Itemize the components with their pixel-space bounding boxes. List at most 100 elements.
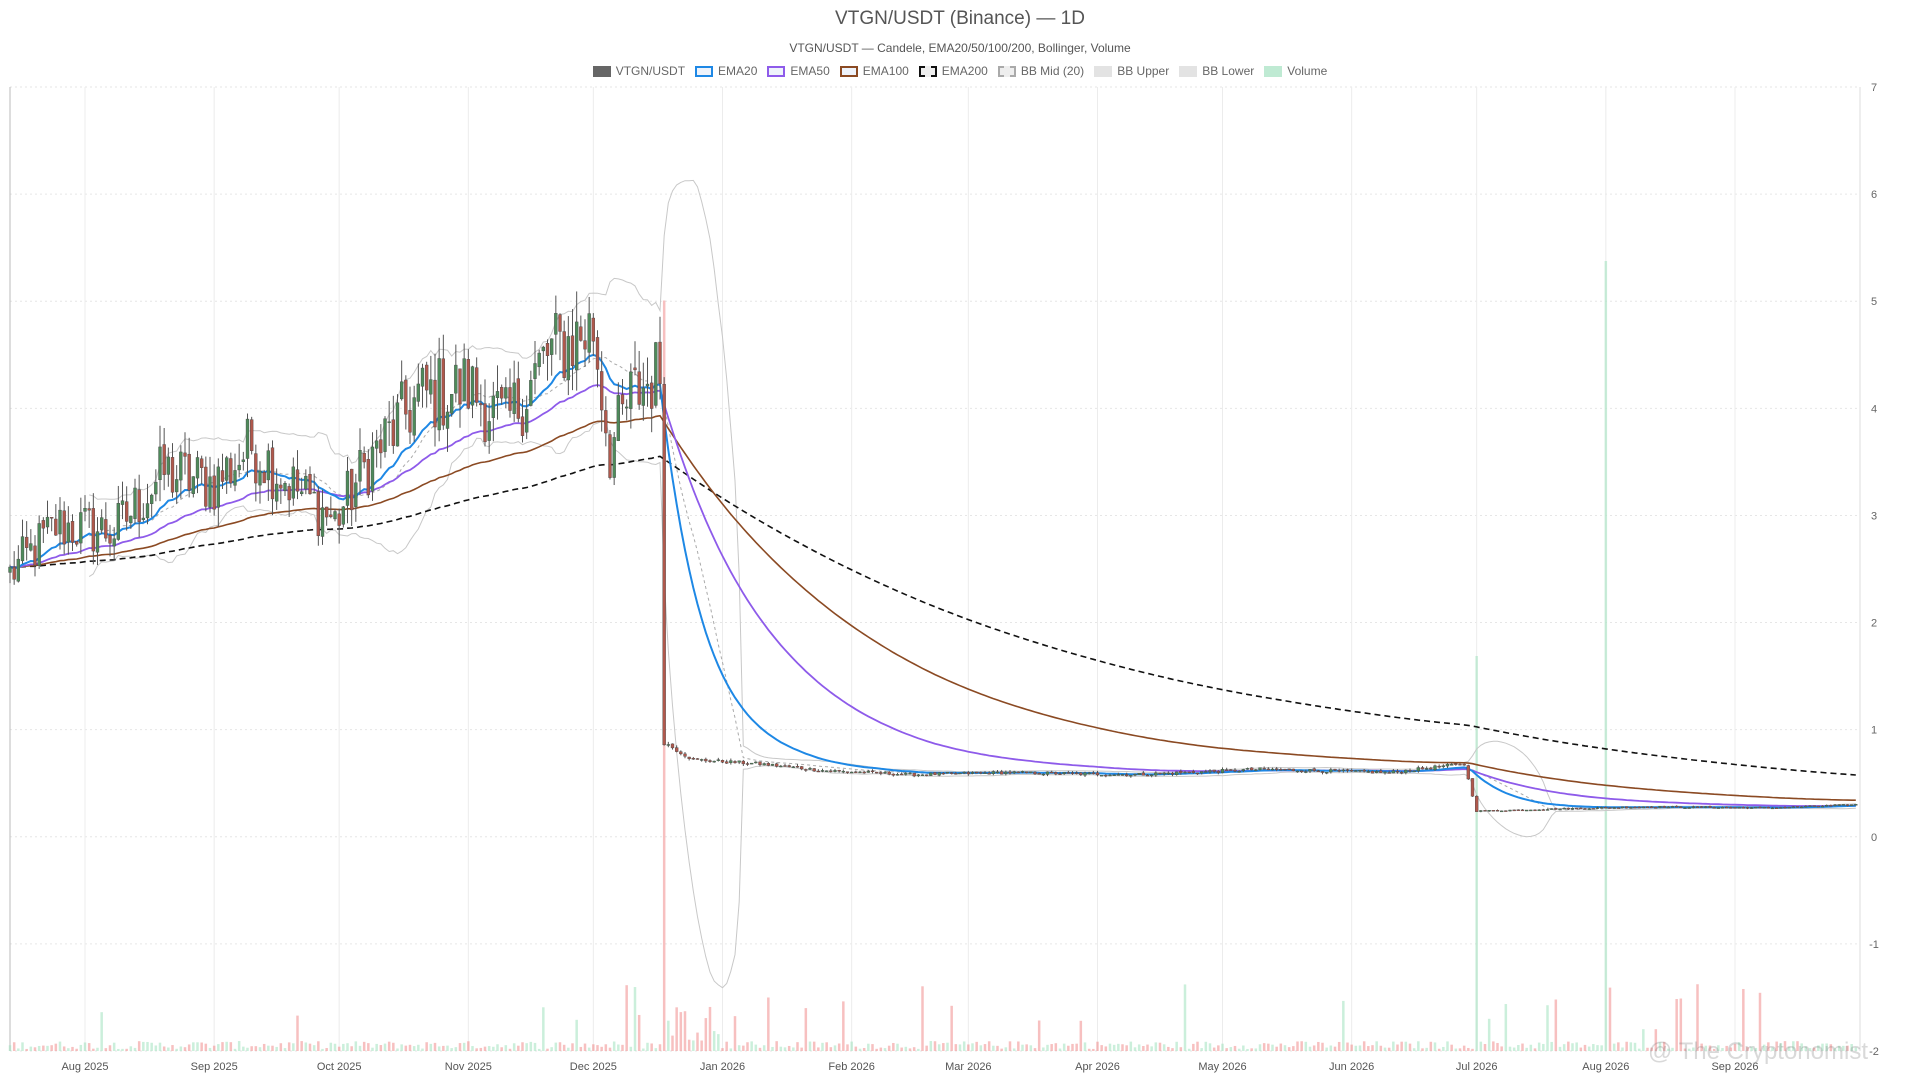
volume-bar	[267, 1045, 270, 1051]
watermark: @ The Cryptonomist	[1648, 1038, 1868, 1065]
volume-bar	[237, 1041, 241, 1051]
candle-body	[1016, 771, 1020, 774]
candle-body	[1154, 772, 1158, 776]
candle-body	[1112, 774, 1116, 776]
volume-bar	[1208, 1043, 1212, 1051]
candle-body	[1312, 768, 1316, 771]
volume-bar	[950, 1005, 953, 1051]
volume-bar	[1600, 1045, 1603, 1051]
candle-body	[462, 358, 466, 402]
candle-body	[708, 760, 712, 762]
volume-bar	[1800, 1043, 1803, 1051]
candle-body	[195, 457, 200, 479]
volume-bar	[1821, 1043, 1824, 1051]
volume-bar	[383, 1043, 387, 1051]
candle-body	[1220, 769, 1225, 773]
candle-body	[358, 450, 362, 482]
legend-label: EMA200	[941, 64, 988, 78]
candle-body	[812, 768, 816, 772]
candle-body	[262, 472, 266, 484]
candle-body	[787, 765, 791, 768]
candle-body	[1070, 772, 1075, 774]
volume-bar	[1617, 1042, 1620, 1051]
volume-bar	[537, 1048, 541, 1051]
legend-item-bb-lower[interactable]: BB Lower	[1179, 64, 1254, 78]
legend-item-bb-upper[interactable]: BB Upper	[1094, 64, 1169, 78]
candle-body	[1775, 807, 1779, 809]
volume-bar	[650, 1043, 653, 1051]
volume-bar	[471, 1046, 474, 1051]
candle-body	[1750, 807, 1754, 809]
candle-body	[1812, 805, 1816, 807]
candle-body	[45, 516, 50, 528]
candle-body	[1041, 773, 1045, 776]
candle-body	[566, 336, 570, 381]
legend-item-vtgn-usdt[interactable]: VTGN/USDT	[592, 64, 685, 78]
volume-bar	[233, 1048, 237, 1051]
volume-bar	[996, 1045, 999, 1051]
volume-bar	[354, 1041, 358, 1051]
candle-body	[991, 771, 995, 774]
legend-item-ema20[interactable]: EMA20	[695, 64, 757, 78]
volume-bar	[1583, 1044, 1587, 1051]
candle-body	[720, 760, 725, 763]
candle-body	[816, 770, 820, 773]
volume-bar	[1004, 1047, 1008, 1051]
candle-body	[1104, 774, 1108, 777]
candle-body	[491, 395, 495, 418]
candle-body	[1350, 770, 1354, 772]
candle-body	[1550, 808, 1554, 810]
candle-body	[1170, 772, 1175, 775]
x-tick-label: Mar 2026	[945, 1061, 991, 1073]
volume-bar	[346, 1043, 349, 1051]
candle-body	[1691, 806, 1695, 808]
volume-bar	[67, 1048, 70, 1051]
legend-item-ema50[interactable]: EMA50	[767, 64, 830, 78]
volume-bar	[404, 1045, 408, 1051]
legend-item-ema100[interactable]: EMA100	[839, 64, 909, 78]
candle-body	[1491, 810, 1495, 812]
volume-bar	[1675, 999, 1678, 1051]
candle-body	[1600, 807, 1604, 809]
volume-bar	[912, 1047, 916, 1051]
candle-body	[441, 358, 445, 426]
candle-body	[87, 508, 91, 511]
candle-body	[1841, 804, 1845, 806]
candle-body	[733, 761, 737, 764]
volume-bar	[1042, 1047, 1045, 1051]
volume-bar	[775, 1041, 778, 1051]
candle-body	[1029, 771, 1033, 773]
legend-item-ema200[interactable]: EMA200	[918, 64, 988, 78]
volume-bar	[517, 1045, 520, 1051]
candle-body	[883, 772, 887, 774]
volume-bar	[558, 1042, 562, 1051]
volume-bar	[1846, 1045, 1849, 1051]
candle-body	[850, 771, 854, 774]
volume-bar	[108, 1045, 112, 1051]
volume-bar	[250, 1046, 253, 1051]
volume-bar	[1679, 998, 1683, 1051]
candle-body	[75, 541, 79, 545]
candle-body	[629, 371, 633, 409]
volume-bar	[575, 1019, 578, 1051]
legend-item-bb-mid-20[interactable]: BB Mid (20)	[997, 64, 1084, 78]
candle-body	[537, 352, 541, 368]
volume-bar	[437, 1046, 441, 1051]
volume-bar	[492, 1046, 495, 1051]
volume-bar	[1179, 1047, 1183, 1051]
candle-body	[866, 771, 870, 773]
volume-bar	[175, 1048, 178, 1051]
volume-bar	[487, 1046, 491, 1051]
candle-body	[116, 503, 120, 540]
volume-bar	[746, 1042, 749, 1051]
candle-body	[700, 759, 704, 761]
volume-bar	[1271, 1044, 1274, 1051]
volume-bar	[379, 1045, 383, 1051]
candle-body	[1704, 806, 1708, 808]
candle-body	[1625, 806, 1629, 809]
volume-bar	[58, 1041, 62, 1051]
volume-bar	[962, 1041, 966, 1051]
candle-body	[70, 521, 75, 543]
legend-item-volume[interactable]: Volume	[1264, 64, 1327, 78]
candle-body	[1366, 771, 1370, 773]
